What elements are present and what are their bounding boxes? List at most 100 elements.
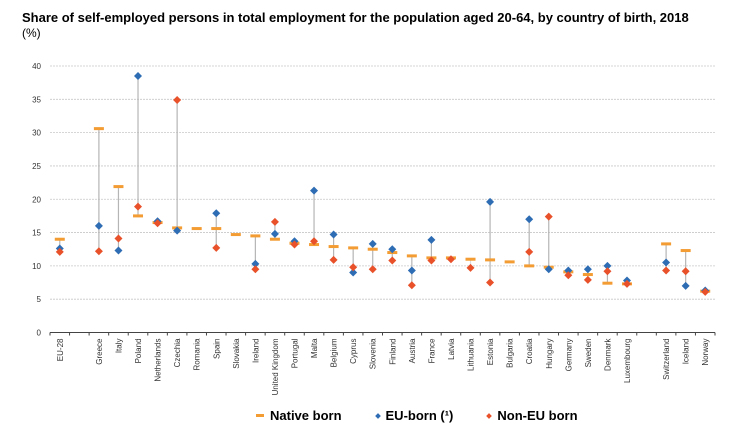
- non-eu-born-marker: [564, 271, 573, 280]
- x-tick-label: Italy: [114, 339, 123, 354]
- x-axis: EU-28 Greece Italy Poland Netherlands Czechia…: [49, 332, 716, 395]
- native-born-marker: [524, 264, 535, 268]
- y-tick-label: 20: [32, 195, 41, 204]
- native-born-marker: [504, 260, 515, 264]
- x-tick-label: Hungary: [545, 339, 554, 369]
- non-eu-born-marker: [388, 256, 397, 265]
- native-born-marker: [230, 233, 241, 237]
- x-tick-label: Cyprus: [349, 339, 358, 364]
- eu-born-marker: [251, 259, 260, 268]
- non-eu-born-marker: [368, 265, 377, 274]
- non-eu-born-marker: [153, 219, 162, 228]
- eu-born-marker: [662, 258, 671, 267]
- non-eu-born-marker: [407, 281, 416, 290]
- x-tick-label: Slovenia: [369, 338, 378, 369]
- eu-born-marker: [94, 221, 103, 230]
- non-eu-born-marker: [173, 95, 182, 104]
- y-tick-label: 10: [32, 262, 41, 271]
- non-eu-born-marker: [251, 265, 260, 274]
- native-born-marker: [93, 127, 104, 131]
- native-born-marker: [465, 257, 476, 261]
- y-tick-label: 40: [32, 62, 41, 71]
- x-tick-label: Luxembourg: [623, 339, 632, 383]
- eu-born-marker: [310, 186, 319, 195]
- native-born-marker: [250, 234, 261, 238]
- native-born-marker: [211, 227, 222, 231]
- eu-born-marker: [134, 71, 143, 80]
- x-tick-label: Slovakia: [232, 338, 241, 369]
- x-tick-label: France: [427, 338, 436, 363]
- x-tick-label: Iceland: [682, 339, 691, 365]
- eu-born-marker: [681, 281, 690, 290]
- native-born-marker: [269, 237, 280, 241]
- legend-item-noneu: Non-EU born: [486, 408, 578, 423]
- native-born-marker: [406, 254, 417, 258]
- native-born-marker: [348, 246, 359, 250]
- eu-diamond-icon: [374, 412, 381, 419]
- y-tick-label: 5: [37, 295, 42, 304]
- y-axis: 0 5 10 15 20 25 30 35 40: [32, 62, 41, 338]
- non-eu-born-marker: [486, 278, 495, 287]
- eu-born-marker: [349, 268, 358, 277]
- eu-born-marker: [329, 230, 338, 239]
- non-eu-born-marker: [114, 234, 123, 243]
- non-eu-born-marker: [212, 243, 221, 252]
- native-born-marker: [328, 245, 339, 249]
- noneu-diamond-icon: [486, 412, 493, 419]
- legend: Native born EU-born (¹) Non-EU born: [256, 408, 578, 423]
- x-tick-label: Estonia: [486, 338, 495, 365]
- native-born-marker: [54, 237, 65, 241]
- eu-born-marker: [544, 265, 553, 274]
- non-eu-born-marker: [544, 212, 553, 221]
- eu-born-marker: [388, 245, 397, 254]
- x-tick-label: Malta: [310, 338, 319, 358]
- non-eu-born-marker: [427, 256, 436, 265]
- legend-label-eu: EU-born (¹): [385, 408, 454, 423]
- native-born-marker: [367, 247, 378, 251]
- legend-item-native: Native born: [256, 408, 342, 423]
- y-tick-label: 35: [32, 95, 41, 104]
- eu-born-marker: [368, 239, 377, 248]
- x-tick-label: Bulgaria: [506, 338, 515, 368]
- x-tick-label: Czechia: [173, 338, 182, 367]
- native-born-marker: [661, 242, 672, 246]
- eu-born-marker: [603, 261, 612, 270]
- x-tick-label: EU-28: [56, 338, 65, 361]
- eu-born-marker: [407, 266, 416, 275]
- non-eu-born-marker: [94, 247, 103, 256]
- x-tick-label: Denmark: [603, 338, 612, 371]
- x-tick-label: Belgium: [330, 338, 339, 367]
- eu-born-marker: [212, 209, 221, 218]
- data-marks: [54, 71, 711, 296]
- non-eu-born-marker: [134, 202, 143, 211]
- x-tick-label: United Kingdom: [271, 338, 280, 395]
- non-eu-born-marker: [270, 217, 279, 226]
- x-tick-label: Switzerland: [662, 339, 671, 380]
- x-tick-label: Netherlands: [154, 339, 163, 382]
- eu-born-marker: [564, 266, 573, 275]
- non-eu-born-marker: [310, 237, 319, 246]
- x-tick-label: Finland: [388, 339, 397, 365]
- native-born-marker: [133, 214, 144, 218]
- eu-born-marker: [114, 246, 123, 255]
- non-eu-born-marker: [681, 267, 690, 276]
- non-eu-born-marker: [662, 266, 671, 275]
- y-tick-label: 25: [32, 162, 41, 171]
- y-tick-label: 15: [32, 229, 41, 238]
- native-born-marker: [485, 258, 496, 262]
- eu-born-marker: [525, 215, 534, 224]
- x-tick-label: Poland: [134, 339, 143, 364]
- y-tick-label: 0: [37, 329, 42, 338]
- x-tick-label: Norway: [701, 339, 710, 366]
- y-tick-label: 30: [32, 129, 41, 138]
- non-eu-born-marker: [290, 240, 299, 249]
- native-born-marker: [113, 185, 124, 189]
- non-eu-born-marker: [525, 247, 534, 256]
- non-eu-born-marker: [466, 263, 475, 272]
- legend-item-eu: EU-born (¹): [374, 408, 454, 423]
- eu-born-marker: [270, 229, 279, 238]
- native-dash-icon: [256, 414, 264, 417]
- x-tick-label: Spain: [212, 339, 221, 359]
- gridlines: [50, 65, 715, 300]
